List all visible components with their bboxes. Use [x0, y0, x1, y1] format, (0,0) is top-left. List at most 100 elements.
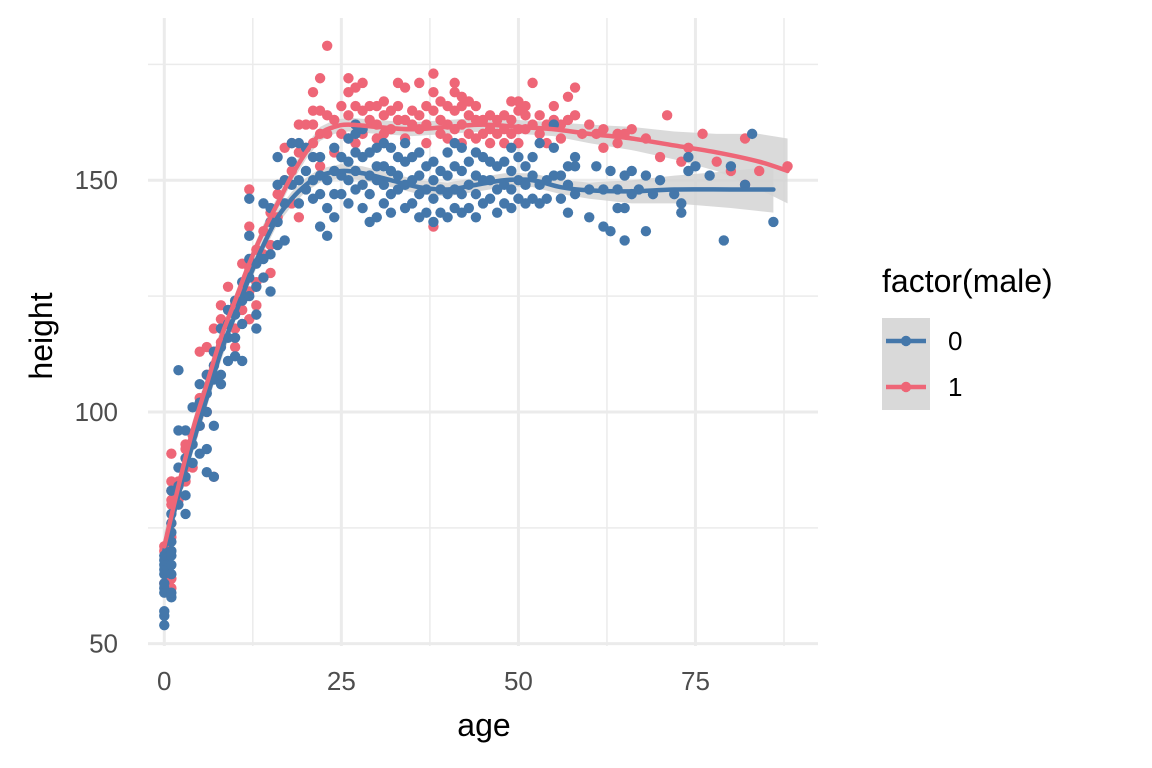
point-0 — [329, 212, 340, 223]
point-1 — [534, 128, 545, 140]
point-1 — [428, 68, 439, 79]
legend: factor(male) 0 1 — [882, 263, 1053, 410]
point-0 — [378, 179, 390, 191]
point-0 — [676, 207, 687, 218]
point-0 — [456, 165, 467, 177]
point-1 — [520, 110, 531, 121]
point-1 — [612, 137, 623, 149]
point-0 — [470, 212, 482, 223]
point-1 — [244, 221, 255, 232]
axes: 0 25 50 75 50 100 150 age height — [23, 165, 710, 743]
point-0 — [463, 202, 475, 214]
point-1 — [392, 100, 404, 112]
point-0 — [208, 471, 220, 483]
point-0 — [428, 175, 439, 186]
point-0 — [428, 216, 439, 228]
point-0 — [506, 165, 517, 177]
trend-line-1 — [162, 122, 790, 549]
point-0 — [166, 568, 177, 580]
point-1 — [520, 100, 531, 112]
point-1 — [470, 100, 482, 112]
point-0 — [314, 221, 326, 232]
point-0 — [265, 249, 276, 260]
point-0 — [555, 193, 567, 204]
point-0 — [201, 443, 212, 455]
point-0 — [159, 606, 170, 617]
point-1 — [399, 82, 411, 93]
point-1 — [244, 184, 255, 195]
point-0 — [173, 365, 184, 376]
point-0 — [428, 193, 439, 204]
point-0 — [683, 151, 694, 163]
point-1 — [421, 137, 432, 149]
point-0 — [159, 578, 170, 589]
point-0 — [527, 151, 538, 163]
point-0 — [378, 198, 390, 209]
point-0 — [513, 151, 524, 163]
point-0 — [258, 272, 269, 283]
trend-lines — [162, 122, 790, 554]
point-0 — [208, 420, 220, 432]
point-0 — [357, 202, 368, 214]
point-0 — [385, 207, 397, 218]
point-1 — [307, 119, 319, 130]
point-1 — [626, 124, 637, 135]
point-0 — [640, 225, 652, 237]
point-0 — [385, 142, 397, 153]
point-0 — [166, 559, 177, 571]
point-1 — [506, 114, 517, 126]
x-tick-label: 0 — [157, 666, 171, 696]
point-1 — [314, 73, 326, 84]
point-1 — [555, 133, 567, 144]
y-axis-title: height — [23, 292, 59, 379]
point-0 — [520, 179, 531, 191]
point-0 — [605, 225, 616, 237]
point-0 — [676, 198, 687, 209]
point-1 — [293, 212, 305, 223]
point-0 — [562, 207, 574, 218]
point-1 — [414, 110, 425, 121]
point-1 — [166, 448, 177, 459]
point-0 — [548, 142, 560, 153]
point-1 — [357, 77, 368, 89]
point-1 — [598, 142, 609, 153]
point-0 — [251, 281, 262, 293]
point-0 — [591, 161, 602, 172]
grid-lines — [148, 18, 818, 646]
trend-line-0 — [162, 168, 776, 554]
point-0 — [159, 619, 170, 631]
confidence-bands — [164, 117, 788, 565]
point-1 — [428, 105, 439, 116]
point-0 — [626, 165, 637, 177]
legend-label-0: 0 — [948, 326, 962, 356]
point-0 — [506, 142, 517, 153]
point-1 — [697, 128, 708, 140]
point-0 — [321, 175, 333, 186]
point-0 — [456, 142, 467, 153]
point-0 — [392, 170, 404, 181]
point-0 — [343, 175, 354, 186]
legend-key-point-1 — [900, 381, 912, 393]
point-0 — [428, 156, 439, 167]
point-0 — [718, 235, 730, 246]
point-0 — [364, 188, 375, 200]
point-0 — [421, 207, 432, 218]
point-0 — [180, 490, 191, 501]
point-0 — [321, 202, 333, 214]
point-1 — [484, 137, 496, 149]
point-0 — [506, 184, 517, 195]
point-0 — [491, 207, 503, 218]
point-0 — [300, 165, 312, 177]
point-1 — [329, 114, 340, 126]
point-0 — [569, 151, 581, 163]
point-0 — [690, 161, 701, 172]
point-0 — [506, 202, 517, 214]
point-1 — [527, 77, 538, 89]
point-1 — [336, 100, 347, 112]
legend-label-1: 1 — [948, 372, 962, 402]
point-1 — [343, 110, 354, 121]
point-1 — [343, 73, 354, 84]
point-1 — [754, 165, 765, 177]
point-0 — [166, 545, 177, 557]
